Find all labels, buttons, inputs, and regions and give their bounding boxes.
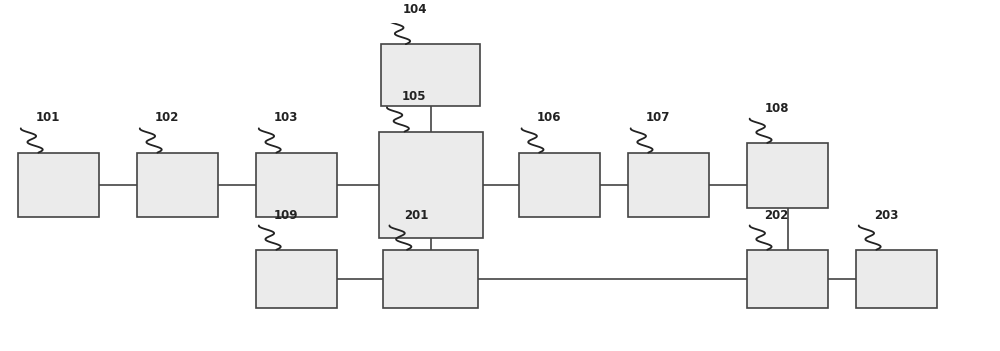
FancyBboxPatch shape	[381, 44, 480, 106]
FancyBboxPatch shape	[747, 250, 828, 308]
FancyBboxPatch shape	[256, 153, 337, 217]
Text: 106: 106	[536, 111, 561, 125]
FancyBboxPatch shape	[747, 143, 828, 208]
Text: 203: 203	[874, 208, 898, 221]
FancyBboxPatch shape	[137, 153, 218, 217]
FancyBboxPatch shape	[628, 153, 709, 217]
Text: 202: 202	[765, 208, 789, 221]
FancyBboxPatch shape	[856, 250, 937, 308]
Text: 109: 109	[274, 208, 298, 221]
Text: 108: 108	[765, 102, 789, 115]
FancyBboxPatch shape	[383, 250, 478, 308]
Text: 107: 107	[646, 111, 670, 125]
Text: 101: 101	[36, 111, 60, 125]
Text: 104: 104	[403, 3, 428, 16]
Text: 105: 105	[402, 91, 426, 104]
FancyBboxPatch shape	[18, 153, 99, 217]
Text: 201: 201	[404, 208, 429, 221]
FancyBboxPatch shape	[519, 153, 600, 217]
FancyBboxPatch shape	[256, 250, 337, 308]
Text: 102: 102	[155, 111, 179, 125]
FancyBboxPatch shape	[379, 132, 483, 238]
Text: 103: 103	[274, 111, 298, 125]
